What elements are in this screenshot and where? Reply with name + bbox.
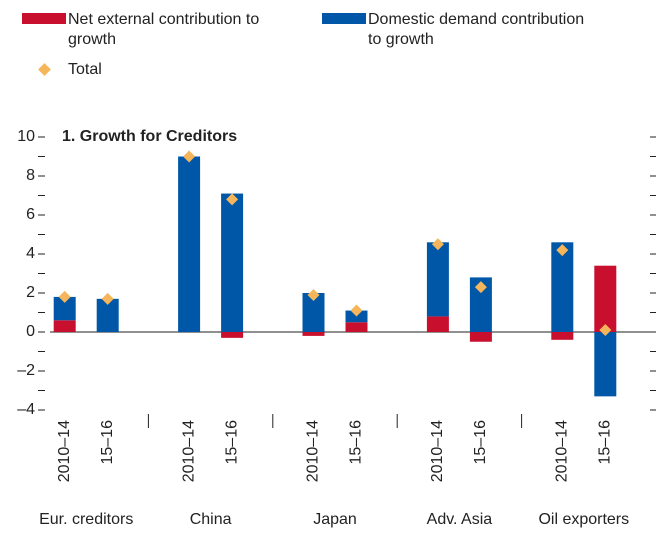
total-marker <box>431 238 444 251</box>
total-marker <box>350 304 363 317</box>
group-label: Japan <box>313 511 357 528</box>
bar <box>345 322 368 332</box>
group-label: Adv. Asia <box>427 511 493 528</box>
y-tick-label: 4 <box>26 245 35 262</box>
bar <box>302 332 325 336</box>
bar <box>221 193 244 332</box>
bar <box>302 293 325 332</box>
total-marker <box>556 244 569 257</box>
bar <box>96 298 119 332</box>
legend-swatch <box>322 13 366 24</box>
bar <box>53 320 76 332</box>
y-tick-label: 2 <box>26 284 35 301</box>
total-marker <box>101 292 114 305</box>
x-tick-label: 2010–14 <box>305 420 322 482</box>
y-tick-label: 0 <box>26 323 35 340</box>
x-tick-label: 15–16 <box>597 420 614 465</box>
y-tick-label: 10 <box>17 128 35 145</box>
x-tick-label: 2010–14 <box>56 420 73 482</box>
y-tick-label: –4 <box>17 401 35 418</box>
x-tick-label: 15–16 <box>348 420 365 465</box>
total-marker <box>58 290 71 303</box>
bar <box>594 265 617 332</box>
bar <box>426 316 449 332</box>
total-marker <box>474 281 487 294</box>
legend-swatch <box>22 13 66 24</box>
chart-title: 1. Growth for Creditors <box>62 128 237 145</box>
bar <box>178 156 201 332</box>
bar <box>53 296 76 321</box>
y-tick-label: 8 <box>26 167 35 184</box>
legend-label: Domestic demand contribution to growth <box>368 11 585 48</box>
group-label: China <box>190 511 232 528</box>
bar <box>594 332 617 397</box>
x-tick-label: 15–16 <box>223 420 240 465</box>
bar <box>551 332 574 340</box>
y-tick-label: 6 <box>26 206 35 223</box>
group-label: Oil exporters <box>538 511 629 528</box>
y-tick-label: –2 <box>17 362 35 379</box>
x-tick-label: 15–16 <box>472 420 489 465</box>
legend-label: Net external contribution to growth <box>68 11 260 48</box>
bar <box>426 242 449 317</box>
x-tick-label: 2010–14 <box>554 420 571 482</box>
total-marker <box>183 150 196 163</box>
total-marker <box>307 288 320 301</box>
x-tick-label: 2010–14 <box>429 420 446 482</box>
total-marker <box>226 193 239 206</box>
bar <box>469 332 492 342</box>
total-marker <box>599 324 612 337</box>
bar <box>469 277 492 332</box>
x-tick-label: 2010–14 <box>180 420 197 482</box>
group-label: Eur. creditors <box>39 511 133 528</box>
bar <box>221 332 244 338</box>
bar <box>551 242 574 332</box>
x-tick-label: 15–16 <box>99 420 116 465</box>
legend-label: Total <box>68 61 102 78</box>
